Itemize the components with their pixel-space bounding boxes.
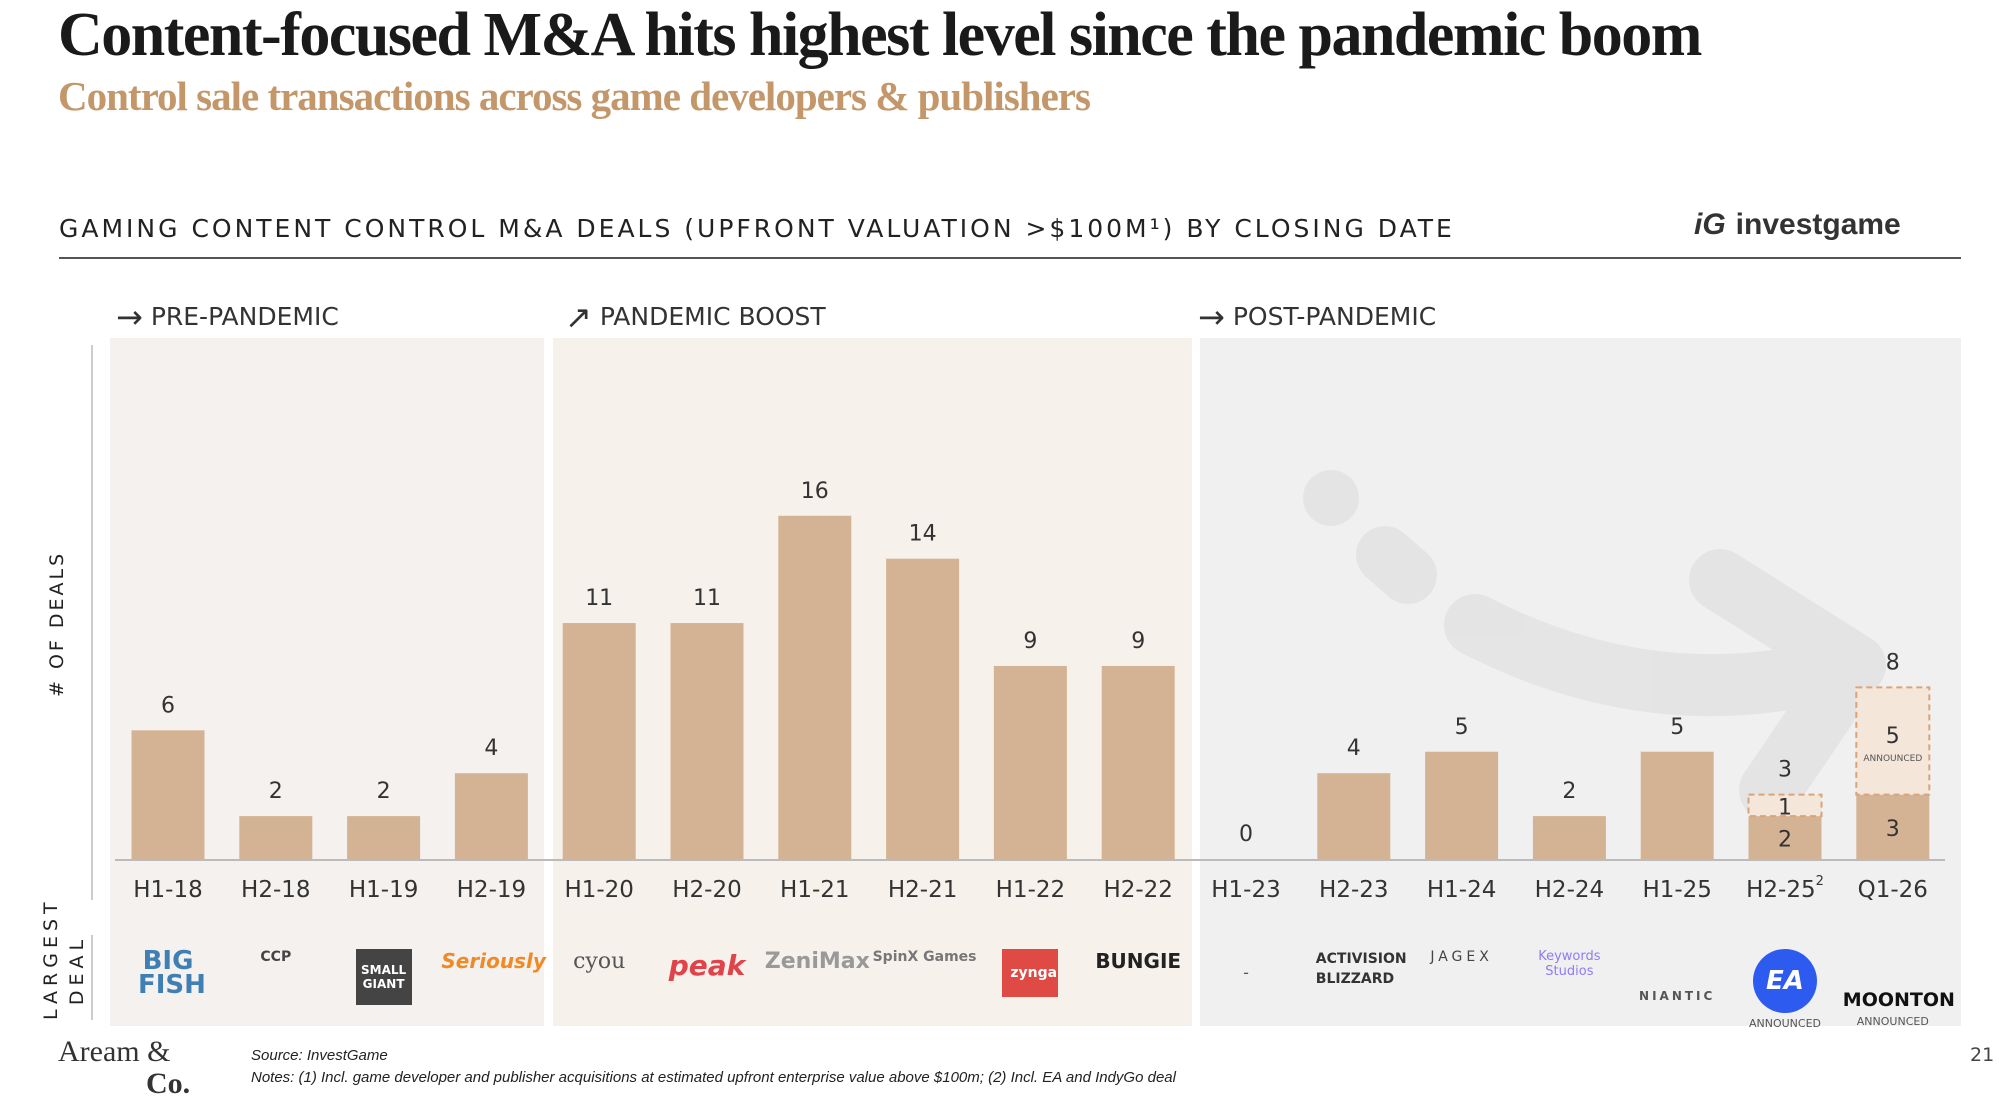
chart-title: GAMING CONTENT CONTROL M&A DEALS (UPFRON…: [59, 214, 1455, 243]
phase-post-pandemic: → POST-PANDEMIC: [1198, 298, 1437, 336]
data-label: 2: [377, 779, 391, 804]
bar-completed: [1856, 794, 1930, 859]
logo-spinx-games: SpinX Games: [872, 949, 977, 965]
x-tick-label: H2-23: [1319, 877, 1389, 903]
x-tick-label: H2-252: [1746, 874, 1824, 903]
page-number: 21: [1970, 1044, 1995, 1066]
ig-icon: iG: [1694, 208, 1726, 241]
x-tick-label: Q1-26: [1858, 877, 1928, 903]
x-tick-label: H2-18: [241, 877, 311, 903]
data-label: 6: [161, 693, 175, 718]
x-tick-label: H2-21: [888, 877, 958, 903]
logo-ccp: CCP: [260, 949, 292, 965]
logo-activision-blizzard: ACTIVISION BLIZZARD: [1315, 951, 1407, 987]
data-label: 3: [1778, 758, 1792, 783]
data-label: 14: [909, 522, 937, 547]
arrow-right-icon: →: [1198, 298, 1225, 336]
data-label: 16: [801, 479, 829, 504]
x-tick-label: H1-21: [780, 877, 850, 903]
data-label: 4: [1347, 736, 1361, 761]
bar-completed: [778, 515, 852, 859]
logo-peak: peak: [668, 949, 746, 982]
bar-announced: [1855, 686, 1931, 796]
page-subtitle: Control sale transactions across game de…: [58, 73, 1091, 119]
x-tick-label: H1-18: [133, 877, 203, 903]
phase-pre-pandemic: → PRE-PANDEMIC: [116, 298, 339, 336]
trend-arrow-icon: [1303, 470, 1886, 821]
segment-label-completed: 2: [1778, 828, 1792, 853]
announced-label: ANNOUNCED: [1863, 754, 1922, 764]
bar-completed: [1101, 665, 1175, 859]
bar-completed: [454, 773, 528, 859]
data-label: 4: [484, 736, 498, 761]
arrow-right-icon: →: [116, 298, 143, 336]
bar-completed: [1317, 773, 1391, 859]
logo-none: -: [1243, 963, 1249, 982]
pandemic-panel: [553, 338, 1192, 1026]
data-label: 9: [1023, 629, 1037, 654]
logo-zenimax: ZeniMax: [764, 949, 870, 974]
bar-announced: [1747, 793, 1823, 818]
data-label: 0: [1239, 822, 1253, 847]
logo-small-giant: SMALL GIANT: [334, 945, 434, 1005]
logo-niantic: NIANTIC: [1639, 989, 1716, 1003]
arrow-up-right-icon: ↗: [565, 298, 592, 336]
x-tick-label: H2-22: [1103, 877, 1173, 903]
bar-completed: [1640, 751, 1714, 859]
logo-bungie: BUNGIE: [1095, 949, 1182, 973]
bar-completed: [1532, 816, 1606, 859]
x-tick-label: H1-19: [349, 877, 419, 903]
bar-completed: [886, 558, 960, 859]
data-label: 9: [1131, 629, 1145, 654]
investgame-logo: iG investgame: [1694, 208, 1901, 242]
bar-completed: [1748, 816, 1822, 859]
bar-completed: [993, 665, 1067, 859]
x-tick-label: H2-20: [672, 877, 742, 903]
segment-label-announced: 5: [1886, 724, 1900, 749]
bar-completed: [347, 816, 421, 859]
segment-label-completed: 3: [1886, 817, 1900, 842]
logo-keywords-studios: Keywords Studios: [1538, 949, 1601, 979]
x-tick-label: H1-23: [1211, 877, 1281, 903]
data-label: 2: [269, 779, 283, 804]
x-tick-label: H2-24: [1535, 877, 1605, 903]
logo-big-fish: BIG FISH: [138, 946, 206, 1000]
logo-seriously: Seriously: [441, 949, 546, 973]
x-tick-label: H1-25: [1642, 877, 1712, 903]
data-label: 8: [1886, 650, 1900, 675]
logo-zynga: zynga: [980, 945, 1080, 997]
header-rule: [59, 257, 1961, 259]
logo-jagex: JAGEX: [1430, 949, 1493, 965]
x-tick-label: H1-20: [564, 877, 634, 903]
data-label: 5: [1455, 715, 1469, 740]
data-label: 2: [1562, 779, 1576, 804]
source-note: Source: InvestGame: [251, 1047, 388, 1064]
x-tick-label: H1-22: [996, 877, 1066, 903]
data-label: 11: [585, 586, 613, 611]
bar-completed: [670, 623, 744, 859]
bar-completed: [131, 730, 205, 859]
logo-moonton: MOONTON ANNOUNCED: [1842, 989, 1955, 1028]
bar-completed: [1425, 751, 1499, 859]
brand-name: investgame: [1735, 208, 1901, 241]
footnotes: Notes: (1) Incl. game developer and publ…: [251, 1069, 1176, 1086]
x-tick-label: H1-24: [1427, 877, 1497, 903]
logo-ea: EA ANNOUNCED: [1735, 945, 1835, 1030]
pre-pandemic-panel: [110, 338, 544, 1026]
phase-pandemic-boost: ↗ PANDEMIC BOOST: [565, 298, 826, 336]
data-label: 5: [1670, 715, 1684, 740]
bar-completed: [562, 623, 636, 859]
page-title: Content-focused M&A hits highest level s…: [58, 1, 1702, 69]
bar-completed: [239, 816, 313, 859]
logo-cyou: cyou: [573, 949, 626, 974]
data-label: 11: [693, 586, 721, 611]
x-tick-label: H2-19: [457, 877, 527, 903]
announced-note: ANNOUNCED: [1856, 1015, 1929, 1028]
aream-logo: Aream & Co.: [58, 1035, 191, 1100]
segment-label-announced: 1: [1778, 795, 1792, 820]
announced-note: ANNOUNCED: [1748, 1017, 1822, 1030]
